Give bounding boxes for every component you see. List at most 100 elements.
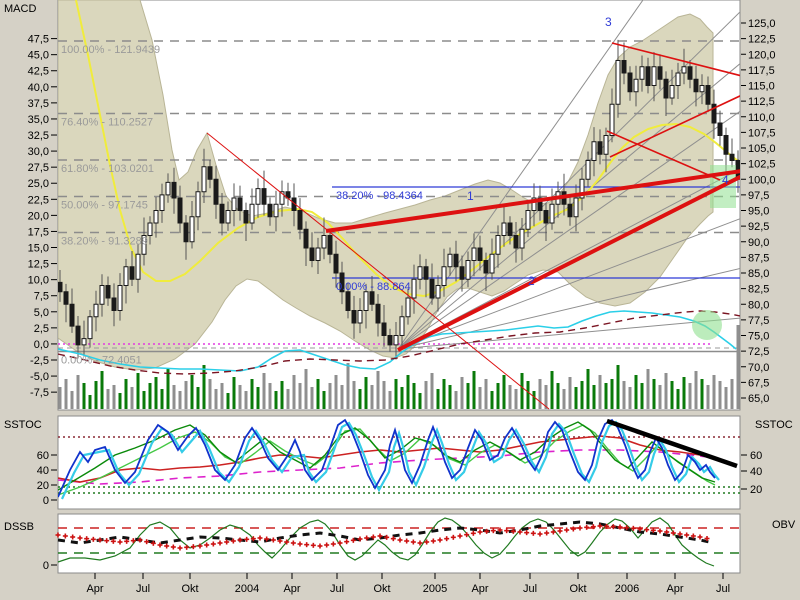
candle-body[interactable] <box>111 297 117 311</box>
candle-body[interactable] <box>495 235 501 255</box>
volume-bar[interactable] <box>418 393 422 409</box>
candle-body[interactable] <box>597 141 603 155</box>
volume-bar[interactable] <box>628 387 632 409</box>
candle-body[interactable] <box>93 303 99 318</box>
candle-body[interactable] <box>75 325 81 346</box>
candle-body[interactable] <box>117 285 123 311</box>
candle-body[interactable] <box>603 135 609 155</box>
volume-bar[interactable] <box>118 393 122 409</box>
volume-bar[interactable] <box>646 369 650 409</box>
candle-body[interactable] <box>645 66 651 86</box>
red-trendline[interactable] <box>606 130 721 181</box>
candle-body[interactable] <box>249 203 255 224</box>
volume-bar[interactable] <box>340 385 344 409</box>
candle-body[interactable] <box>489 253 495 274</box>
volume-bar[interactable] <box>532 391 536 409</box>
volume-bar[interactable] <box>226 393 230 409</box>
volume-bar[interactable] <box>472 371 476 409</box>
candle-body[interactable] <box>633 78 639 93</box>
candle-body[interactable] <box>153 210 159 224</box>
candle-body[interactable] <box>699 85 705 93</box>
candle-body[interactable] <box>327 235 333 255</box>
volume-bar[interactable] <box>184 381 188 409</box>
volume-bar[interactable] <box>730 379 734 409</box>
volume-bar[interactable] <box>664 373 668 409</box>
volume-bar[interactable] <box>718 381 722 409</box>
volume-bar[interactable] <box>712 375 716 409</box>
candle-body[interactable] <box>243 210 249 224</box>
candle-body[interactable] <box>405 297 411 318</box>
volume-bar[interactable] <box>58 387 62 409</box>
fan-line[interactable] <box>397 110 742 350</box>
candle-body[interactable] <box>87 316 93 340</box>
volume-bar[interactable] <box>430 373 434 409</box>
candle-body[interactable] <box>705 85 711 105</box>
volume-bar[interactable] <box>724 387 728 409</box>
volume-bar[interactable] <box>262 373 266 409</box>
candle-body[interactable] <box>507 222 513 236</box>
candle-body[interactable] <box>279 191 285 205</box>
volume-bar[interactable] <box>592 385 596 409</box>
volume-bar[interactable] <box>112 385 116 409</box>
volume-bar[interactable] <box>124 379 128 409</box>
candle-body[interactable] <box>579 178 585 199</box>
candle-body[interactable] <box>369 291 375 305</box>
volume-bar[interactable] <box>556 383 560 409</box>
candle-body[interactable] <box>417 266 423 280</box>
candle-body[interactable] <box>729 153 735 161</box>
volume-bar[interactable] <box>436 389 440 409</box>
volume-bar[interactable] <box>448 385 452 409</box>
red-trendline[interactable] <box>206 132 550 410</box>
volume-bar[interactable] <box>364 377 368 409</box>
volume-bar[interactable] <box>190 375 194 409</box>
volume-bar[interactable] <box>238 385 242 409</box>
red-trendline[interactable] <box>397 174 742 352</box>
candle-body[interactable] <box>345 291 351 311</box>
candle-body[interactable] <box>525 210 531 230</box>
candle-body[interactable] <box>315 247 321 261</box>
candle-body[interactable] <box>585 160 591 180</box>
candle-body[interactable] <box>429 278 435 299</box>
dssb-plot-area[interactable] <box>57 513 741 574</box>
volume-bar[interactable] <box>424 381 428 409</box>
candle-body[interactable] <box>147 222 153 236</box>
volume-bar[interactable] <box>508 385 512 409</box>
candle-body[interactable] <box>303 228 309 249</box>
candle-body[interactable] <box>723 135 729 155</box>
volume-bar[interactable] <box>598 375 602 409</box>
candle-body[interactable] <box>459 266 465 280</box>
candle-body[interactable] <box>357 310 363 324</box>
candle-body[interactable] <box>81 338 87 346</box>
candle-body[interactable] <box>135 253 141 280</box>
volume-bar[interactable] <box>658 385 662 409</box>
candle-body[interactable] <box>483 260 489 274</box>
candle-body[interactable] <box>411 278 417 299</box>
candle-body[interactable] <box>675 72 681 86</box>
candle-body[interactable] <box>519 228 525 249</box>
candle-body[interactable] <box>273 203 279 218</box>
volume-bar[interactable] <box>568 377 572 409</box>
volume-bar[interactable] <box>208 379 212 409</box>
candle-body[interactable] <box>339 272 345 293</box>
volume-bar[interactable] <box>442 379 446 409</box>
candle-body[interactable] <box>387 335 393 346</box>
candle-body[interactable] <box>567 203 573 218</box>
volume-bar[interactable] <box>172 385 176 409</box>
volume-bar[interactable] <box>100 371 104 409</box>
fan-line[interactable] <box>397 218 742 350</box>
volume-bar[interactable] <box>166 369 170 409</box>
volume-bar[interactable] <box>178 391 182 409</box>
volume-bar[interactable] <box>454 391 458 409</box>
volume-bar[interactable] <box>292 375 296 409</box>
candle-body[interactable] <box>255 188 261 205</box>
candle-body[interactable] <box>159 194 165 211</box>
candle-body[interactable] <box>501 222 507 236</box>
volume-bar[interactable] <box>586 369 590 409</box>
volume-bar[interactable] <box>670 381 674 409</box>
volume-bar[interactable] <box>478 387 482 409</box>
candle-body[interactable] <box>591 141 597 161</box>
candle-body[interactable] <box>105 285 111 299</box>
candle-body[interactable] <box>543 210 549 224</box>
volume-bar[interactable] <box>298 383 302 409</box>
volume-bar[interactable] <box>370 385 374 409</box>
